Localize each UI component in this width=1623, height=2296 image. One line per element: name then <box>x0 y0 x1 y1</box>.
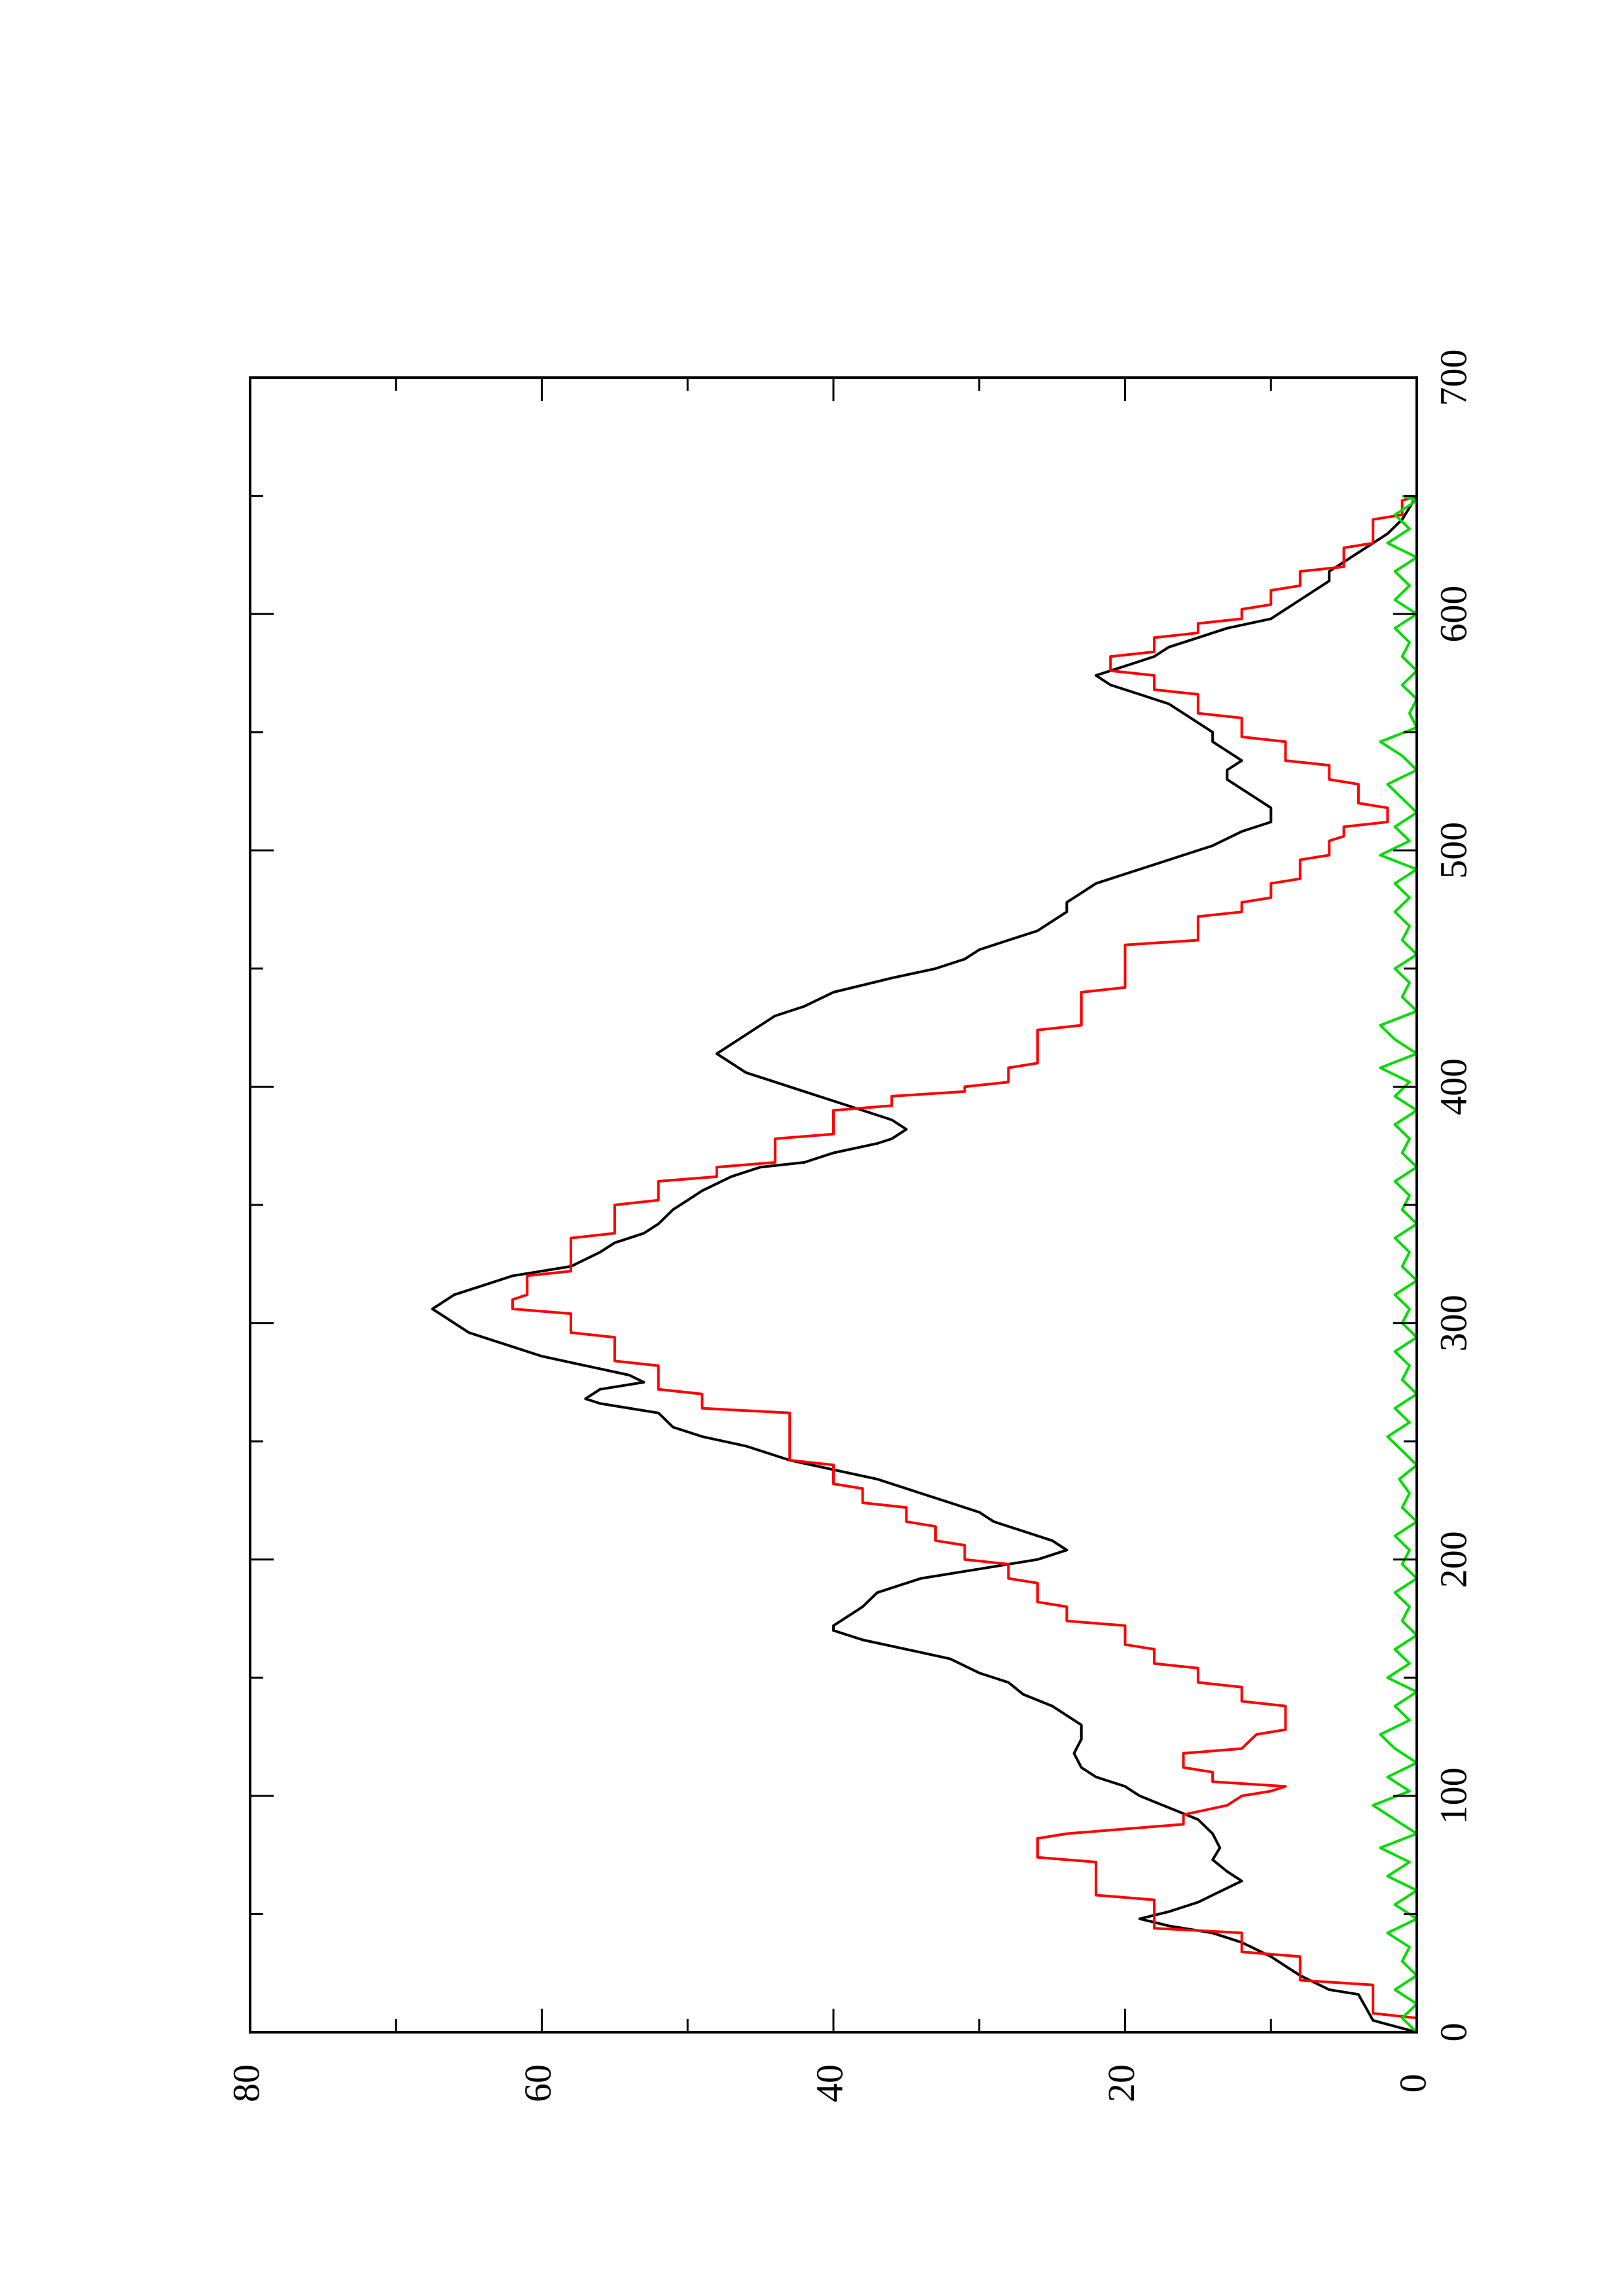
x-tick-label: 0 <box>1432 2023 1474 2042</box>
y-tick-label: 40 <box>808 2064 850 2102</box>
y-tick-label: 20 <box>1100 2064 1142 2102</box>
y-tick-label: 60 <box>517 2064 559 2102</box>
series-line-2 <box>511 494 1418 2032</box>
x-tick-label: 400 <box>1432 1058 1474 1115</box>
x-tick-label: 700 <box>1432 350 1474 406</box>
x-tick-label: 300 <box>1432 1295 1474 1352</box>
labels-layer: 0 100 200 300 400 500 600 700 0 20 40 60 80 <box>225 350 1474 2103</box>
series-layer <box>431 494 1418 2034</box>
plot-frame <box>249 376 1418 2034</box>
x-tick-label: 200 <box>1432 1531 1474 1588</box>
x-tick-label: 100 <box>1432 1767 1474 1824</box>
y-tick-label: 0 <box>1391 2074 1434 2093</box>
x-tick-label: 600 <box>1432 586 1474 643</box>
x-tick-label: 500 <box>1432 822 1474 879</box>
y-tick-label: 80 <box>225 2064 267 2102</box>
series-line-3 <box>1372 494 1418 2034</box>
series-line-1 <box>431 495 1418 2034</box>
